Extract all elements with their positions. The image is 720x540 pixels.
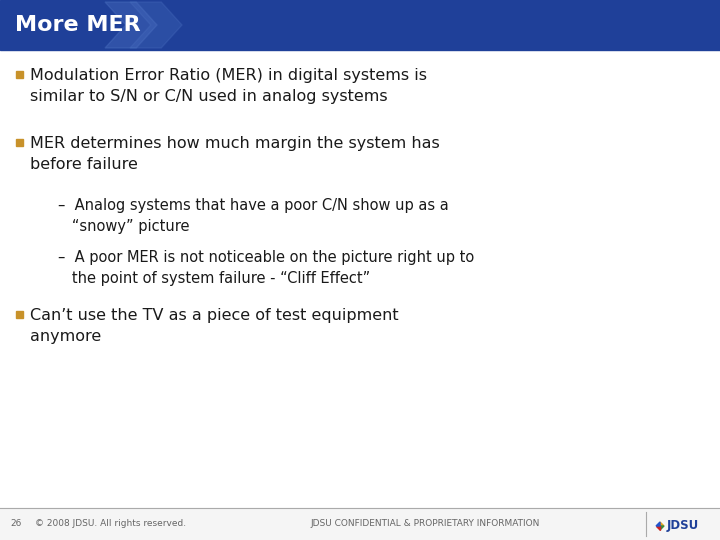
Bar [0,508,720,540]
Bar [16,311,23,318]
Polygon shape [130,2,182,48]
Bar [16,71,23,78]
Bar [0,50,720,508]
Polygon shape [656,522,660,526]
Text: 26: 26 [10,519,22,529]
Bar [0,0,720,50]
Polygon shape [660,522,664,526]
Text: Can’t use the TV as a piece of test equipment
anymore: Can’t use the TV as a piece of test equi… [30,308,399,344]
Bar [16,139,23,146]
Text: Modulation Error Ratio (MER) in digital systems is
similar to S/N or C/N used in: Modulation Error Ratio (MER) in digital … [30,68,427,104]
Text: –  Analog systems that have a poor C/N show up as a
   “snowy” picture: – Analog systems that have a poor C/N sh… [58,198,449,234]
Text: © 2008 JDSU. All rights reserved.: © 2008 JDSU. All rights reserved. [35,519,186,529]
Polygon shape [660,526,664,530]
Polygon shape [656,526,660,530]
Text: More MER: More MER [15,15,140,35]
Polygon shape [105,2,157,48]
Text: MER determines how much margin the system has
before failure: MER determines how much margin the syste… [30,136,440,172]
Text: –  A poor MER is not noticeable on the picture right up to
   the point of syste: – A poor MER is not noticeable on the pi… [58,250,474,286]
Text: JDSU: JDSU [667,519,699,532]
Text: JDSU CONFIDENTIAL & PROPRIETARY INFORMATION: JDSU CONFIDENTIAL & PROPRIETARY INFORMAT… [310,519,539,529]
